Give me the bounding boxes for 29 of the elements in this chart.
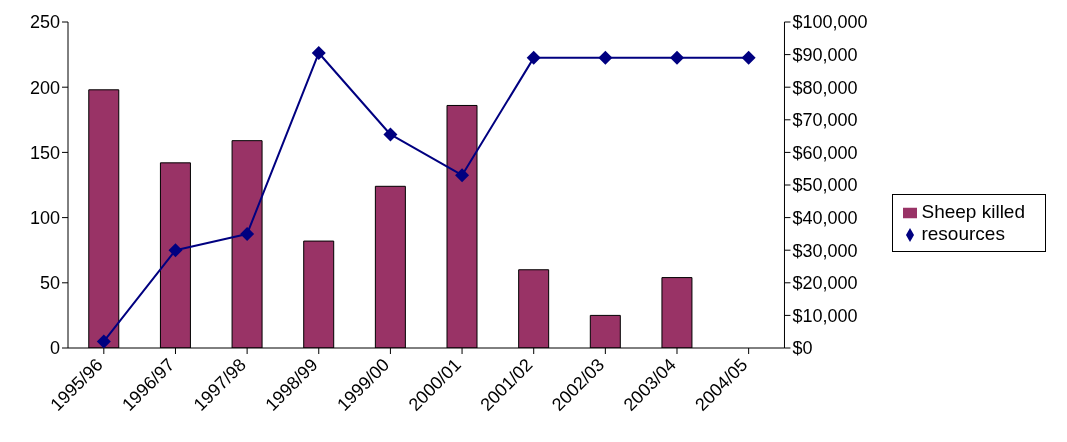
y-tick-label: 150 (29, 142, 60, 163)
y2-tick-label: $70,000 (792, 110, 858, 131)
y-tick-label: 200 (29, 77, 60, 98)
point (311, 45, 326, 60)
y-tick-label: 0 (49, 338, 60, 359)
y2-tick-label: $30,000 (792, 240, 858, 261)
point (670, 50, 684, 65)
y2-tick-label: $60,000 (792, 142, 858, 163)
point (96, 334, 111, 348)
y2-tick-label: $10,000 (792, 305, 858, 326)
y2-tick-label: $40,000 (792, 207, 858, 228)
point (383, 127, 398, 142)
y2-tick-label: $80,000 (792, 77, 858, 98)
point (598, 50, 613, 65)
y2-tick-label: $0 (792, 338, 813, 359)
y2-tick-label: $50,000 (792, 175, 858, 196)
point (240, 226, 255, 241)
point (455, 168, 470, 183)
point (168, 243, 183, 258)
point (741, 50, 756, 65)
y2-tick-label: $90,000 (792, 44, 858, 65)
point (526, 50, 541, 65)
legend-label: Sheep killed (921, 201, 1025, 222)
y-tick-label: 50 (39, 273, 60, 294)
y2-tick-label: $100,000 (792, 12, 868, 33)
y2-tick-label: $20,000 (792, 273, 858, 294)
y-tick-label: 250 (29, 12, 60, 33)
y-tick-label: 100 (29, 207, 60, 228)
legend-label: resources (921, 223, 1005, 244)
